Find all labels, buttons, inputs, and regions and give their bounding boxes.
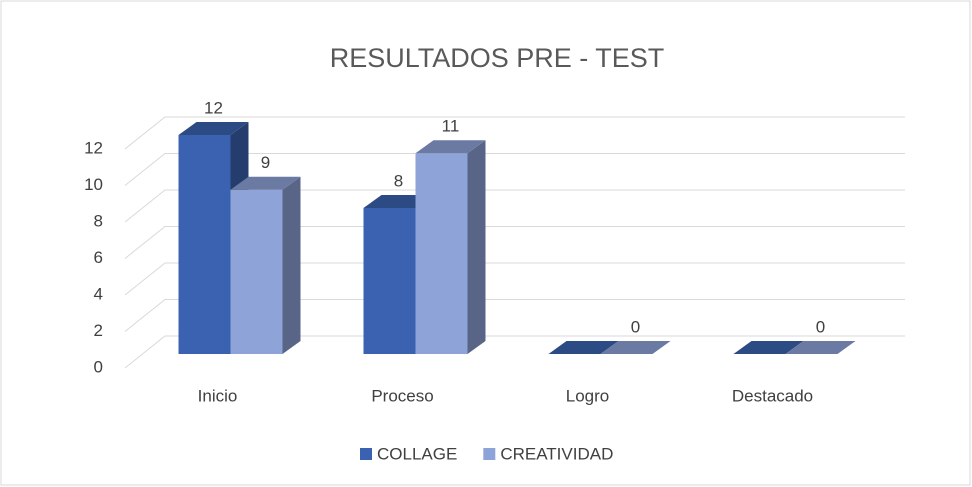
- bar: [733, 341, 804, 354]
- legend-swatch: [360, 448, 372, 460]
- bar: [600, 341, 671, 354]
- grid-line: [124, 116, 905, 150]
- x-tick-label: Inicio: [198, 386, 238, 405]
- y-tick-label: 10: [84, 175, 103, 194]
- grid-line: [124, 189, 905, 223]
- grid-line: [124, 299, 905, 332]
- legend-label: COLLAGE: [377, 444, 457, 463]
- bar-top: [733, 341, 804, 354]
- bar-side: [282, 176, 301, 354]
- grid-line: [124, 262, 905, 296]
- data-label: 11: [442, 117, 460, 136]
- data-label: 8: [394, 171, 403, 190]
- bar: [415, 140, 486, 354]
- bar-front: [363, 208, 416, 354]
- legend-label: CREATIVIDAD: [500, 444, 613, 463]
- y-tick-label: 4: [94, 284, 103, 303]
- bar: [230, 176, 301, 354]
- y-tick-label: 0: [94, 357, 103, 376]
- bar-front: [178, 135, 231, 354]
- bar-top: [548, 341, 619, 354]
- data-label: 12: [204, 98, 223, 117]
- y-tick-label: 12: [84, 138, 103, 157]
- x-tick-label: Logro: [566, 386, 609, 405]
- grid-line: [124, 335, 905, 369]
- bar-top: [785, 341, 856, 354]
- legend-swatch: [483, 448, 496, 460]
- x-tick-label: Proceso: [371, 386, 433, 405]
- chart-title: RESULTADOS PRE - TEST: [330, 43, 665, 73]
- data-label: 0: [631, 317, 640, 336]
- bar-top: [600, 341, 671, 354]
- data-label: 9: [261, 153, 270, 172]
- bar-top: [230, 176, 301, 190]
- y-tick-label: 8: [94, 211, 103, 230]
- y-tick-label: 6: [94, 248, 103, 267]
- bar-side: [467, 140, 486, 354]
- bar-front: [230, 189, 283, 354]
- bar-top: [415, 140, 486, 154]
- x-tick-label: Destacado: [732, 386, 813, 405]
- data-label: 0: [816, 317, 825, 336]
- bar: [785, 341, 856, 354]
- grid-line: [124, 226, 905, 259]
- bar-front: [415, 153, 468, 354]
- bar-top: [178, 122, 249, 135]
- bar: [548, 341, 619, 354]
- y-tick-label: 2: [94, 321, 103, 340]
- grid-line: [124, 153, 905, 186]
